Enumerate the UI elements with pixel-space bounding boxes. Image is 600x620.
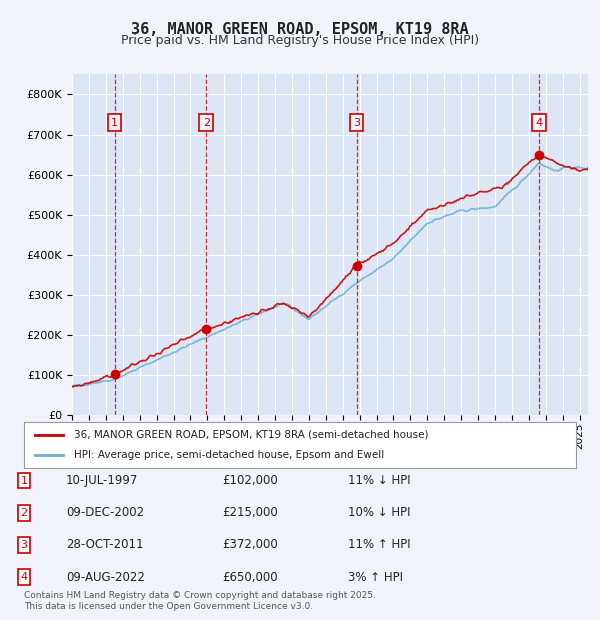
Text: Contains HM Land Registry data © Crown copyright and database right 2025.
This d: Contains HM Land Registry data © Crown c… xyxy=(24,591,376,611)
Text: 3: 3 xyxy=(20,540,28,550)
Text: 28-OCT-2011: 28-OCT-2011 xyxy=(66,539,143,551)
Text: 10% ↓ HPI: 10% ↓ HPI xyxy=(348,507,410,519)
Text: 11% ↓ HPI: 11% ↓ HPI xyxy=(348,474,410,487)
Text: 36, MANOR GREEN ROAD, EPSOM, KT19 8RA: 36, MANOR GREEN ROAD, EPSOM, KT19 8RA xyxy=(131,22,469,37)
Text: 2: 2 xyxy=(20,508,28,518)
Text: 36, MANOR GREEN ROAD, EPSOM, KT19 8RA (semi-detached house): 36, MANOR GREEN ROAD, EPSOM, KT19 8RA (s… xyxy=(74,430,428,440)
Text: Price paid vs. HM Land Registry's House Price Index (HPI): Price paid vs. HM Land Registry's House … xyxy=(121,34,479,47)
Text: 4: 4 xyxy=(535,118,542,128)
Text: 1: 1 xyxy=(20,476,28,485)
Text: £650,000: £650,000 xyxy=(222,571,278,583)
Text: £215,000: £215,000 xyxy=(222,507,278,519)
Text: £102,000: £102,000 xyxy=(222,474,278,487)
Text: £372,000: £372,000 xyxy=(222,539,278,551)
Text: 1: 1 xyxy=(111,118,118,128)
Text: 09-DEC-2002: 09-DEC-2002 xyxy=(66,507,144,519)
Text: 10-JUL-1997: 10-JUL-1997 xyxy=(66,474,139,487)
Text: 3: 3 xyxy=(353,118,360,128)
Text: 11% ↑ HPI: 11% ↑ HPI xyxy=(348,539,410,551)
Text: 4: 4 xyxy=(20,572,28,582)
Text: 09-AUG-2022: 09-AUG-2022 xyxy=(66,571,145,583)
Text: 2: 2 xyxy=(203,118,210,128)
Text: 3% ↑ HPI: 3% ↑ HPI xyxy=(348,571,403,583)
Text: HPI: Average price, semi-detached house, Epsom and Ewell: HPI: Average price, semi-detached house,… xyxy=(74,450,384,460)
